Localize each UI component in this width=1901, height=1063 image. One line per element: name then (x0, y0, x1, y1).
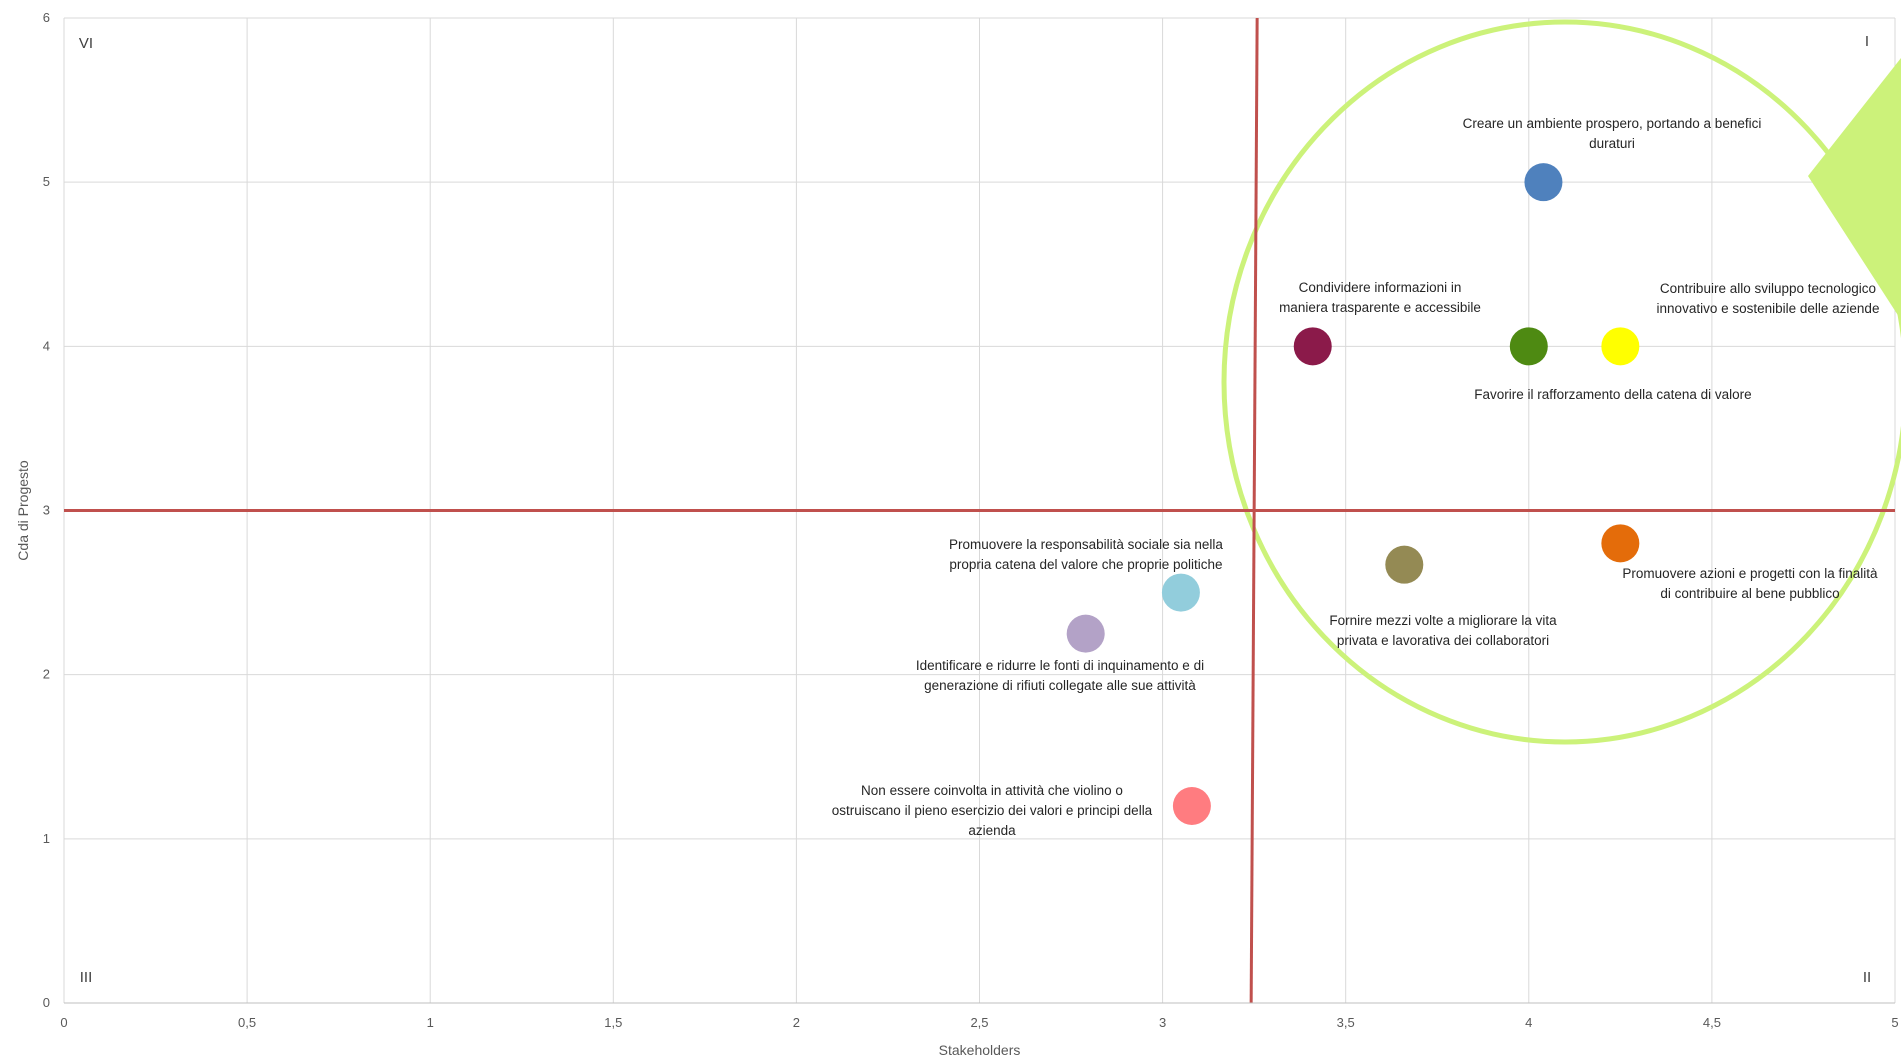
data-point-label-line: azienda (968, 823, 1016, 838)
data-point-label-line: Contribuire allo sviluppo tecnologico (1660, 281, 1876, 296)
x-axis-title: Stakeholders (939, 1042, 1021, 1058)
y-tick-label: 4 (43, 338, 50, 353)
data-point-label: Non essere coinvolta in attività che vio… (832, 783, 1153, 838)
data-point (1601, 327, 1640, 366)
quadrant-label-top-left: VI (79, 35, 93, 52)
data-point-label-line: Identificare e ridurre le fonti di inqui… (916, 658, 1204, 673)
y-tick-label: 0 (43, 995, 50, 1010)
y-tick-label: 1 (43, 831, 50, 846)
y-tick-label: 3 (43, 503, 50, 518)
data-point (1066, 614, 1105, 653)
y-tick-label: 2 (43, 667, 50, 682)
y-axis-title: Cda di Progesto (15, 460, 31, 561)
quadrant-label-bottom-left: III (80, 969, 93, 986)
data-point-label-line: privata e lavorativa dei collaboratori (1337, 633, 1549, 648)
data-point-label: Creare un ambiente prospero, portando a … (1463, 116, 1762, 151)
quadrant-label-bottom-right: II (1863, 969, 1871, 986)
data-point (1385, 545, 1424, 584)
data-point-label: Promuovere azioni e progetti con la fina… (1622, 566, 1878, 601)
data-point-label: Promuovere la responsabilità sociale sia… (949, 537, 1223, 572)
highlight-arrow (1808, 58, 1901, 320)
data-point-label-line: maniera trasparente e accessibile (1279, 300, 1481, 315)
data-point-label-line: propria catena del valore che proprie po… (949, 557, 1222, 572)
x-tick-label: 0 (60, 1015, 67, 1030)
data-point-label-line: Favorire il rafforzamento della catena d… (1474, 387, 1751, 402)
data-point-label-line: Creare un ambiente prospero, portando a … (1463, 116, 1762, 131)
data-point (1524, 163, 1563, 202)
x-tick-label: 4,5 (1703, 1015, 1721, 1030)
y-tick-label: 6 (43, 10, 50, 25)
data-point-label-line: Fornire mezzi volte a migliorare la vita (1329, 613, 1557, 628)
data-point-label: Condividere informazioni in maniera trasp… (1279, 280, 1481, 315)
data-point-label-line: di contribuire al bene pubblico (1660, 586, 1839, 601)
data-point-label: Favorire il rafforzamento della catena d… (1474, 387, 1751, 402)
x-tick-label: 1 (427, 1015, 434, 1030)
x-tick-label: 2,5 (970, 1015, 988, 1030)
x-tick-label: 2 (793, 1015, 800, 1030)
x-tick-label: 5 (1891, 1015, 1898, 1030)
data-point-label-line: Non essere coinvolta in attività che vio… (861, 783, 1123, 798)
x-tick-label: 4 (1525, 1015, 1532, 1030)
x-tick-label: 3,5 (1337, 1015, 1355, 1030)
data-point (1172, 787, 1211, 825)
data-point-label: Contribuire allo sviluppo tecnologico inn… (1657, 281, 1880, 316)
data-point (1161, 573, 1200, 612)
data-point-label-line: Promuovere azioni e progetti con la fina… (1622, 566, 1878, 581)
data-point-label-line: generazione di rifiuti collegate alle su… (924, 678, 1196, 693)
x-tick-label: 1,5 (604, 1015, 622, 1030)
highlight-circle (1221, 19, 1901, 745)
quadrant-label-top-right: I (1865, 33, 1869, 50)
x-tick-label: 3 (1159, 1015, 1166, 1030)
y-tick-label: 5 (43, 174, 50, 189)
data-point-label-line: Promuovere la responsabilità sociale sia… (949, 537, 1223, 552)
x-tick-label: 0,5 (238, 1015, 256, 1030)
data-point (1293, 327, 1332, 366)
data-point-label-line: duraturi (1589, 136, 1635, 151)
data-point-label: Identificare e ridurre le fonti di inqui… (916, 658, 1204, 693)
data-point-label-line: innovativo e sostenibile delle aziende (1657, 301, 1880, 316)
data-point-label-line: ostruiscano il pieno esercizio dei valor… (832, 803, 1153, 818)
data-point (1601, 524, 1640, 563)
data-point (1509, 327, 1548, 366)
data-point-label-line: Condividere informazioni in (1299, 280, 1462, 295)
data-point-label: Fornire mezzi volte a migliorare la vita… (1329, 613, 1557, 648)
